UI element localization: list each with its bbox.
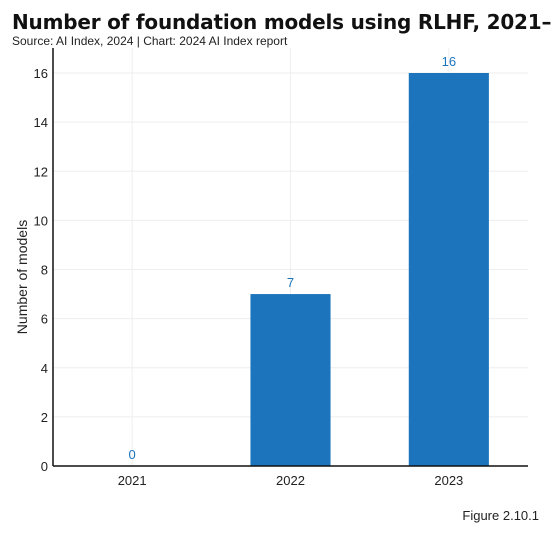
data-label-2021: 0 xyxy=(129,447,136,462)
data-label-2022: 7 xyxy=(287,275,294,290)
chart-title: Number of foundation models using RLHF, … xyxy=(12,10,552,34)
y-tick-label: 12 xyxy=(34,164,48,179)
y-axis-title: Number of models xyxy=(14,220,30,334)
figure-label: Figure 2.10.1 xyxy=(462,508,539,523)
axes xyxy=(52,48,528,467)
y-tick-label: 10 xyxy=(34,213,48,228)
bar-2022 xyxy=(250,294,331,466)
y-tick-label: 6 xyxy=(41,312,48,327)
x-tick-label-2021: 2021 xyxy=(118,473,147,488)
y-tick-label: 4 xyxy=(41,361,48,376)
y-tick-label: 0 xyxy=(41,459,48,474)
labels: 0 2 4 6 8 10 12 14 16 0 2021 7 2022 16 2023 xyxy=(34,54,464,488)
y-tick-label: 16 xyxy=(34,66,48,81)
bar-chart: 0 2 4 6 8 10 12 14 16 0 2021 7 2022 16 2023 Number of … xyxy=(14,48,528,488)
bars xyxy=(250,73,489,466)
y-tick-label: 14 xyxy=(34,115,48,130)
x-tick-label-2022: 2022 xyxy=(276,473,305,488)
bar-2023 xyxy=(408,73,489,466)
data-label-2023: 16 xyxy=(442,54,456,69)
chart-subtitle: Source: AI Index, 2024 | Chart: 2024 AI … xyxy=(12,34,288,48)
y-tick-label: 2 xyxy=(41,410,48,425)
x-tick-label-2023: 2023 xyxy=(434,473,463,488)
y-tick-label: 8 xyxy=(41,263,48,278)
